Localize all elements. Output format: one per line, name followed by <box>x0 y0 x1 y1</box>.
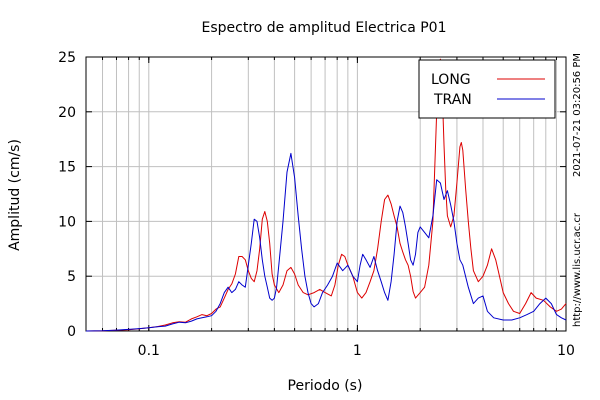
y-tick-label: 10 <box>58 214 76 230</box>
data-series <box>85 58 567 332</box>
x-tick-label: 0.1 <box>138 343 160 359</box>
x-tick-label: 10 <box>557 343 575 359</box>
y-axis-label: Amplitud (cm/s) <box>7 139 23 251</box>
y-tick-label: 5 <box>67 269 76 285</box>
series-line-long <box>85 58 567 332</box>
website-url: http://www.lis.ucr.ac.cr <box>572 212 583 327</box>
grid-lines <box>85 56 567 332</box>
legend-label-long: LONG <box>431 72 471 88</box>
timestamp: 2021-07-21 03:20:56 PM <box>572 53 583 177</box>
legend-box <box>418 59 556 119</box>
plot-area-frame <box>85 56 567 332</box>
axis-ticks: 0 5 10 15 20 25 0.1 1 10 <box>58 50 575 359</box>
y-tick-label: 0 <box>67 324 76 340</box>
legend: LONG TRAN <box>418 59 556 119</box>
y-tick-label: 20 <box>58 105 76 121</box>
legend-label-tran: TRAN <box>433 92 472 108</box>
series-line-tran <box>85 152 567 332</box>
y-tick-label: 25 <box>58 50 76 66</box>
x-tick-label: 1 <box>353 343 362 359</box>
chart-title: Espectro de amplitud Electrica P01 <box>202 20 447 36</box>
y-tick-label: 15 <box>58 160 76 176</box>
x-axis-label: Periodo (s) <box>288 378 363 394</box>
